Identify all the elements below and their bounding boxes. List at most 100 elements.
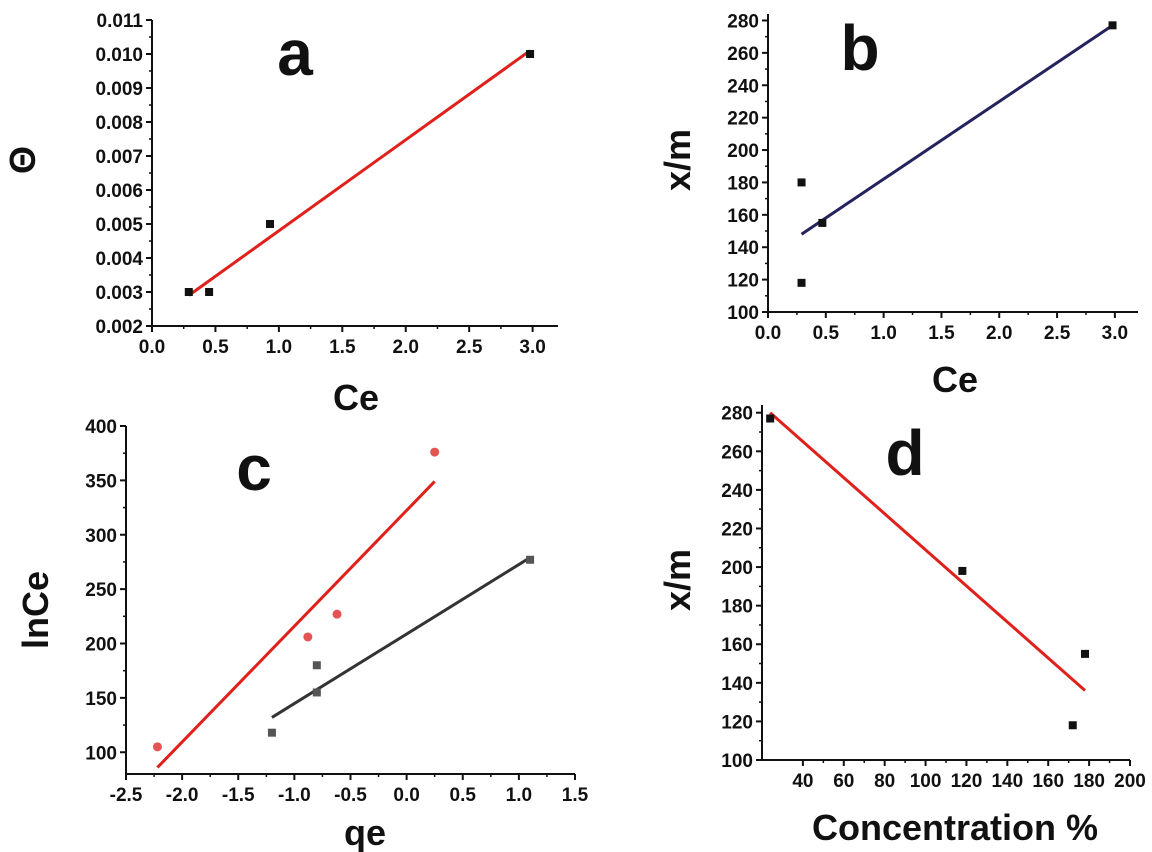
x-axis-title: Ce — [932, 359, 978, 400]
data-point — [267, 728, 276, 737]
x-tick-label: 0.0 — [393, 785, 419, 806]
y-tick-label: 240 — [727, 76, 759, 97]
y-axis-title: Θ — [2, 146, 43, 174]
data-point — [312, 688, 321, 697]
y-tick-label: 100 — [85, 743, 117, 764]
data-point — [797, 178, 806, 187]
x-tick-label: 1.0 — [870, 323, 896, 344]
data-point — [332, 609, 342, 619]
panel-letter: b — [840, 12, 879, 84]
panel-letter: d — [885, 417, 924, 489]
y-tick-label: 220 — [727, 109, 759, 130]
x-tick-label: 1.0 — [266, 337, 292, 358]
y-tick-label: 140 — [727, 238, 759, 259]
data-point — [265, 220, 274, 228]
y-tick-label: 260 — [727, 44, 759, 65]
y-tick-label: 150 — [85, 689, 117, 710]
y-tick-label: 200 — [721, 558, 753, 579]
x-tick-label: 0.5 — [202, 337, 229, 358]
y-tick-label: 0.006 — [95, 181, 143, 202]
panel-b: 0.0 0.5 1.0 1.5 2.0 2.5 3.0 100 120 140 160 180 200 2… — [657, 11, 1138, 400]
x-tick-label: 140 — [991, 771, 1023, 792]
data-point — [526, 50, 535, 58]
data-point — [1068, 721, 1077, 730]
x-tick-label: 60 — [833, 771, 854, 792]
x-tick-label: 0.5 — [813, 323, 840, 344]
y-tick-label: 0.009 — [95, 79, 143, 100]
fit-line — [800, 24, 1114, 236]
y-tick-label: 180 — [727, 173, 759, 194]
data-point — [430, 447, 440, 457]
y-tick-label: 400 — [85, 417, 117, 438]
data-point — [818, 218, 827, 227]
y-tick-label: 250 — [85, 580, 117, 601]
x-tick-label: 180 — [1073, 771, 1105, 792]
x-tick-label: 200 — [1114, 771, 1146, 792]
y-tick-label: 0.004 — [95, 249, 143, 270]
y-tick-label: 0.011 — [97, 11, 144, 32]
x-tick-label: 160 — [1032, 771, 1064, 792]
x-tick-label: 3.0 — [519, 337, 545, 358]
y-tick-label: 180 — [721, 597, 753, 618]
y-tick-label: 260 — [721, 442, 753, 463]
y-tick-label: 0.008 — [95, 113, 143, 134]
y-tick-label: 300 — [85, 526, 117, 547]
y-tick-label: 100 — [721, 751, 753, 772]
x-tick-label: 1.0 — [506, 785, 532, 806]
y-tick-label: 0.003 — [95, 283, 143, 304]
x-tick-label: 1.5 — [329, 337, 356, 358]
y-tick-label: 120 — [727, 271, 759, 292]
x-axis-title: Concentration % — [812, 807, 1098, 848]
x-tick-label: -1.0 — [278, 785, 311, 806]
y-tick-label: 240 — [721, 481, 753, 502]
x-tick-label: 2.0 — [986, 323, 1012, 344]
fit-line — [156, 480, 436, 769]
y-tick-label: 0.010 — [95, 45, 143, 66]
y-tick-label: 160 — [727, 206, 759, 227]
data-point — [1081, 649, 1090, 658]
data-point — [184, 288, 193, 296]
x-tick-label: 40 — [792, 771, 813, 792]
y-tick-label: 350 — [85, 471, 117, 492]
y-tick-label: 0.005 — [95, 215, 143, 236]
x-tick-label: 120 — [951, 771, 983, 792]
y-tick-label: 100 — [727, 303, 759, 324]
x-tick-label: -0.5 — [334, 785, 367, 806]
x-tick-label: 1.5 — [562, 785, 589, 806]
y-tick-label: 220 — [721, 519, 753, 540]
panel-letter: a — [277, 17, 313, 89]
x-axis-title: qe — [344, 812, 386, 852]
x-tick-label: 0.5 — [450, 785, 477, 806]
data-point — [1108, 21, 1117, 30]
y-axis-title: x/m — [657, 129, 698, 191]
x-tick-label: 2.5 — [1044, 323, 1071, 344]
x-tick-label: -1.5 — [222, 785, 255, 806]
x-tick-label: 2.0 — [393, 337, 419, 358]
x-tick-label: 100 — [910, 771, 942, 792]
panel-c: -2.5 -2.0 -1.5 -1.0 -0.5 0.0 0.5 1.0 1.5 100 150 20… — [15, 417, 589, 852]
y-tick-label: 0.007 — [95, 147, 143, 168]
x-tick-label: 80 — [874, 771, 895, 792]
x-axis-title: Ce — [333, 377, 379, 418]
x-tick-label: 0.0 — [755, 323, 781, 344]
data-point — [303, 632, 313, 642]
data-point — [958, 566, 967, 575]
x-tick-label: 1.5 — [928, 323, 955, 344]
x-tick-label: 2.5 — [456, 337, 483, 358]
y-tick-label: 280 — [727, 11, 759, 32]
panel-letter: c — [236, 432, 272, 504]
y-tick-label: 200 — [727, 141, 759, 162]
y-tick-label: 160 — [721, 635, 753, 656]
y-tick-label: 120 — [721, 712, 753, 733]
y-tick-label: 0.002 — [95, 317, 143, 338]
data-point — [312, 661, 321, 670]
data-point — [205, 288, 214, 296]
x-tick-label: 0.0 — [139, 337, 165, 358]
y-axis-title: x/m — [657, 549, 698, 611]
data-point — [526, 555, 535, 564]
panel-d: 40 60 80 100 120 140 160 180 200 100 120 140 160 180 2… — [657, 404, 1146, 848]
fit-line — [187, 49, 531, 297]
data-point — [797, 278, 806, 287]
data-point — [766, 414, 775, 423]
